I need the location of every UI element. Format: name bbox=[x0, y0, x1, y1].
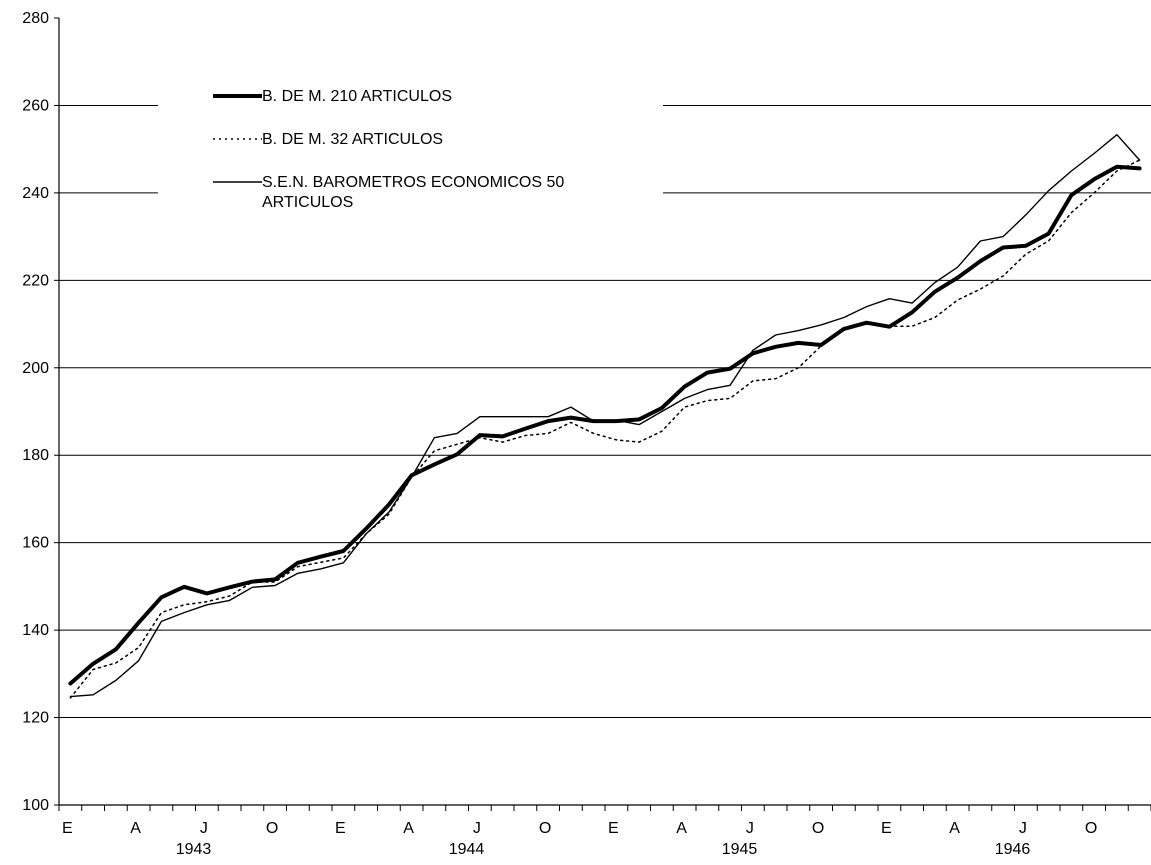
x-tick-label: A bbox=[676, 820, 687, 837]
x-tick-label: O bbox=[539, 820, 551, 837]
x-tick-label: O bbox=[812, 820, 824, 837]
x-tick-label: J bbox=[746, 820, 754, 837]
y-tick-label: 160 bbox=[22, 535, 49, 552]
x-tick-label: E bbox=[881, 820, 892, 837]
x-tick-label: J bbox=[473, 820, 481, 837]
grid-lines bbox=[59, 104, 1151, 719]
y-tick-label: 220 bbox=[22, 272, 49, 289]
x-tick-label: J bbox=[1019, 820, 1027, 837]
series-line-3 bbox=[69, 133, 1141, 698]
year-label: 1943 bbox=[176, 841, 212, 858]
series-lines bbox=[68, 133, 1142, 699]
legend-label-2: B. DE M. 32 ARTICULOS bbox=[262, 131, 443, 148]
x-tick-label: O bbox=[1085, 820, 1097, 837]
x-tick-label: A bbox=[403, 820, 414, 837]
series-line-2 bbox=[69, 159, 1141, 699]
x-tick-label: E bbox=[62, 820, 73, 837]
year-label: 1946 bbox=[995, 841, 1031, 858]
x-tick-label: A bbox=[949, 820, 960, 837]
series-line-1 bbox=[68, 164, 1142, 686]
legend-label-1: B. DE M. 210 ARTICULOS bbox=[262, 88, 452, 105]
x-tick-label: O bbox=[266, 820, 278, 837]
y-tick-label: 100 bbox=[22, 797, 49, 814]
y-tick-label: 200 bbox=[22, 360, 49, 377]
y-tick-label: 240 bbox=[22, 185, 49, 202]
legend-label-3: S.E.N. BAROMETROS ECONOMICOS 50 ARTICULOS bbox=[262, 174, 564, 211]
year-label: 1945 bbox=[722, 841, 758, 858]
axes: 100 120 140 160 180 200 220 240 260 280 E A J O E A J O E A… bbox=[22, 10, 1151, 858]
x-tick-label: A bbox=[130, 820, 141, 837]
y-tick-label: 260 bbox=[22, 97, 49, 114]
y-tick-label: 280 bbox=[22, 10, 49, 27]
x-tick-label: E bbox=[608, 820, 619, 837]
x-tick-label: E bbox=[335, 820, 346, 837]
y-tick-label: 140 bbox=[22, 622, 49, 639]
legend: B. DE M. 210 ARTICULOS B. DE M. 32 ARTICU… bbox=[213, 88, 564, 211]
y-tick-label: 180 bbox=[22, 447, 49, 464]
y-tick-label: 120 bbox=[22, 710, 49, 727]
x-tick-label: J bbox=[200, 820, 208, 837]
year-label: 1944 bbox=[449, 841, 485, 858]
